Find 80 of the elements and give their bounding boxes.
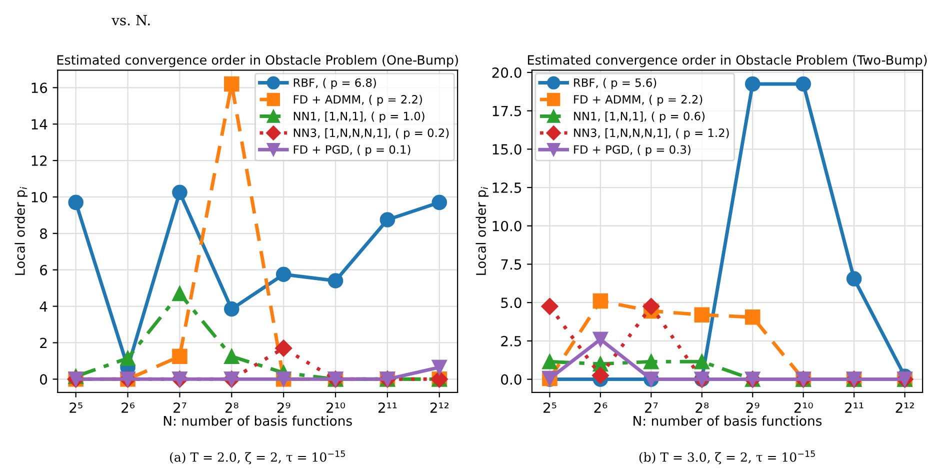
legend-label: RBF, ( p = 5.6)	[574, 78, 656, 90]
point	[432, 194, 448, 210]
x-tick-label: 2¹²	[430, 402, 448, 413]
point	[224, 301, 240, 317]
text: (a) T = 2.0, ζ = 2, τ = 10$^{−15}$	[170, 450, 345, 464]
point	[542, 354, 558, 370]
legend-label: NN3, [1,N,N,N,1], ( p = 1.2)	[574, 128, 729, 140]
text: (b) T = 3.0, ζ = 2, τ = 10$^{−15}$	[639, 450, 815, 464]
point	[380, 212, 396, 228]
point	[592, 366, 609, 384]
x-tick-label: 2⁸	[696, 402, 709, 413]
y-tick-label: 16	[32, 82, 48, 94]
legend-label: FD + ADMM, ( p = 2.2)	[294, 94, 422, 106]
point	[275, 340, 292, 357]
y-tick-label: 5.0	[501, 298, 522, 308]
point	[432, 360, 448, 375]
chart-title: Estimated convergence order in Obstacle Problem (One-Bump)	[57, 54, 458, 68]
y-tick-label: 0	[40, 374, 48, 385]
chart-title: Estimated convergence order in Obstacle Problem (Two-Bump)	[528, 54, 927, 68]
y-axis-title: Local order p$_{i}$	[14, 186, 28, 275]
x-tick-label: 2¹⁰	[326, 402, 346, 413]
legend-label: FD + PGD, ( p = 0.3)	[574, 145, 690, 156]
point	[172, 348, 188, 364]
x-axis-title: N: number of basis functions	[634, 416, 822, 426]
legend-label: NN3, [1,N,N,N,1], ( p = 0.2)	[294, 128, 449, 140]
point	[694, 307, 710, 322]
y-tick-label: 8	[40, 228, 47, 239]
x-tick-label: 2¹²	[896, 402, 914, 413]
x-tick-label: 2⁵	[544, 402, 556, 413]
x-tick-label: 2¹⁰	[794, 402, 813, 413]
y-tick-label: 20.0	[492, 67, 522, 78]
y-tick-label: 0.0	[501, 374, 522, 385]
point	[592, 293, 608, 309]
x-tick-label: 2⁶	[122, 402, 135, 413]
y-tick-label: 7.5	[501, 259, 522, 270]
point	[68, 194, 84, 210]
point	[592, 332, 608, 348]
x-tick-label: 2¹¹	[378, 402, 397, 413]
y-tick-label: 4	[40, 301, 48, 312]
x-tick-label: 2⁹	[277, 402, 290, 413]
y-tick-label: 10.0	[492, 220, 522, 232]
y-tick-label: 17.5	[492, 106, 522, 116]
point	[276, 266, 292, 282]
text: vs. N.	[112, 15, 150, 26]
point	[328, 273, 344, 288]
point	[796, 76, 811, 92]
legend-label: RBF, ( p = 6.8)	[294, 78, 376, 90]
y-tick-label: 15.0	[492, 144, 522, 155]
y-tick-label: 12.5	[492, 182, 522, 193]
y-tick-label: 12	[32, 155, 47, 166]
point	[744, 76, 760, 92]
legend-label: NN1, [1,N,1], ( p = 0.6)	[574, 112, 705, 123]
point	[172, 286, 188, 302]
x-tick-label: 2¹¹	[845, 402, 864, 413]
point	[224, 76, 240, 92]
legend-label: FD + PGD, ( p = 0.1)	[294, 145, 410, 156]
point	[694, 354, 710, 370]
legend-label: NN1, [1,N,1], ( p = 1.0)	[294, 112, 424, 123]
x-tick-label: 2⁷	[644, 402, 658, 413]
y-tick-label: 10	[32, 192, 48, 202]
y-tick-label: 2	[40, 338, 47, 348]
x-tick-label: 2⁶	[594, 402, 608, 413]
point	[642, 298, 660, 315]
point	[172, 184, 188, 200]
legend-label: FD + ADMM, ( p = 2.2)	[574, 94, 702, 106]
point	[744, 310, 760, 325]
y-tick-label: 6	[40, 264, 48, 276]
x-tick-label: 2⁵	[70, 402, 82, 413]
x-tick-label: 2⁷	[174, 402, 186, 413]
x-axis-title: N: number of basis functions	[164, 416, 352, 426]
point	[541, 298, 558, 315]
y-tick-label: 14	[32, 119, 48, 130]
y-axis-title: Local order p$_{i}$	[476, 186, 489, 275]
point	[846, 271, 862, 286]
x-tick-label: 2⁸	[225, 402, 238, 413]
point	[120, 350, 136, 366]
point	[224, 348, 240, 364]
point	[644, 354, 659, 370]
x-tick-label: 2⁹	[746, 402, 760, 413]
y-tick-label: 2.5	[501, 336, 522, 346]
